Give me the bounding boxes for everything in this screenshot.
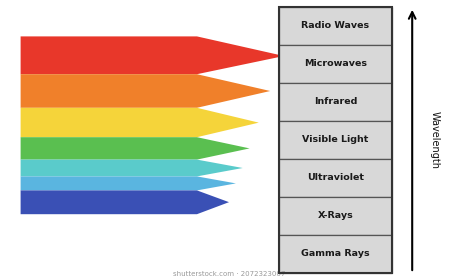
Polygon shape xyxy=(21,36,284,74)
Text: Radio Waves: Radio Waves xyxy=(301,22,370,31)
Text: X-Rays: X-Rays xyxy=(317,211,354,220)
Text: Visible Light: Visible Light xyxy=(302,136,369,144)
Text: Ultraviolet: Ultraviolet xyxy=(307,174,364,183)
Bar xyxy=(279,121,392,159)
Text: Infrared: Infrared xyxy=(314,97,357,106)
Polygon shape xyxy=(21,176,236,190)
Bar xyxy=(279,197,392,235)
Text: Microwaves: Microwaves xyxy=(304,60,367,69)
Text: Gamma Rays: Gamma Rays xyxy=(301,249,370,258)
Text: Wavelength: Wavelength xyxy=(429,111,439,169)
Bar xyxy=(279,45,392,83)
Bar xyxy=(279,7,392,45)
Bar xyxy=(279,83,392,121)
Bar xyxy=(279,7,392,273)
Polygon shape xyxy=(21,190,229,214)
Polygon shape xyxy=(21,74,270,108)
Polygon shape xyxy=(21,160,243,176)
Bar xyxy=(279,159,392,197)
Text: shutterstock.com · 2072323007: shutterstock.com · 2072323007 xyxy=(173,271,285,277)
Polygon shape xyxy=(21,137,250,160)
Polygon shape xyxy=(21,108,259,137)
Bar xyxy=(279,235,392,273)
